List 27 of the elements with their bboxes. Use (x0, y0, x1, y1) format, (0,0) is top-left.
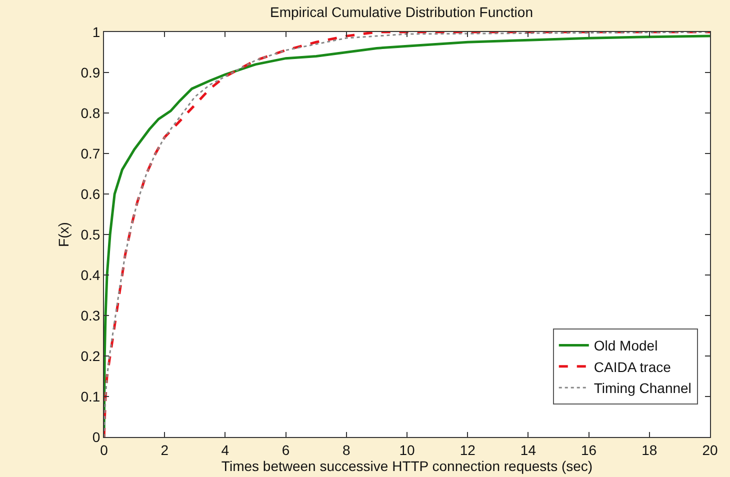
x-tick-label: 20 (702, 442, 718, 458)
x-tick-label: 8 (342, 442, 350, 458)
y-tick-label: 0.4 (80, 266, 100, 283)
legend-label: CAIDA trace (594, 358, 672, 375)
y-tick-label: 0.3 (80, 307, 100, 324)
x-tick-label: 6 (282, 442, 290, 458)
x-tick-label: 18 (642, 442, 658, 458)
x-tick-label: 10 (399, 442, 415, 458)
x-tick-label: 16 (581, 442, 597, 458)
legend-label: Old Model (594, 338, 658, 354)
y-tick-label: 0.5 (80, 226, 100, 242)
legend-label: Timing Channel (594, 380, 692, 396)
y-tick-label: 0.7 (80, 145, 100, 162)
y-tick-label: 0.9 (80, 64, 100, 80)
chart-title: Empirical Cumulative Distribution Function (270, 4, 533, 20)
y-tick-label: 0.6 (80, 186, 100, 202)
x-tick-label: 4 (221, 442, 230, 458)
x-tick-label: 2 (160, 442, 169, 458)
y-tick-label: 0.8 (80, 104, 100, 121)
y-tick-label: 1 (92, 24, 100, 40)
x-tick-label: 12 (460, 442, 476, 458)
x-axis-title: Times between successive HTTP connection requests (sec) (221, 458, 593, 474)
y-tick-label: 0.2 (80, 348, 100, 364)
x-tick-label: 14 (520, 442, 536, 458)
y-tick-label: 0 (92, 428, 100, 445)
y-tick-label: 0.1 (80, 388, 100, 404)
y-axis-title: F(x) (55, 222, 72, 247)
